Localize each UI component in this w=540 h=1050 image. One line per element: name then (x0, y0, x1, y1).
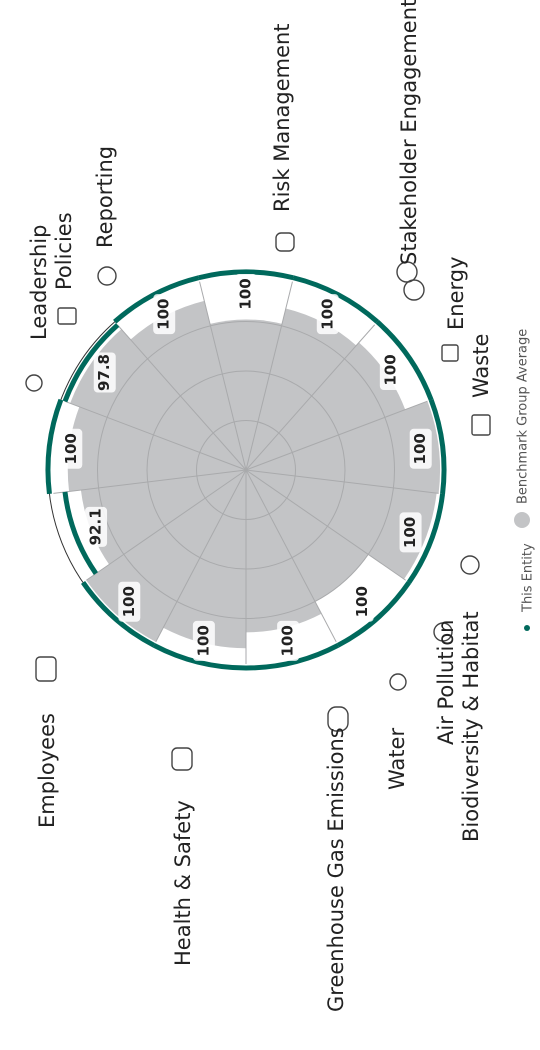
legend-swatch (524, 625, 530, 631)
benchmark-bar (246, 470, 322, 633)
value-label: 100 (155, 299, 173, 330)
entity-bar (152, 643, 247, 671)
icon (25, 374, 43, 392)
entity-bar (62, 491, 98, 576)
icon (403, 279, 425, 301)
benchmark-bar (246, 470, 437, 580)
plot (45, 269, 447, 671)
spoke (64, 400, 247, 471)
value-label: 97.8 (95, 354, 113, 391)
category-label: Risk Management (270, 23, 294, 212)
value-label-box (153, 294, 176, 335)
benchmark-bar (209, 319, 283, 470)
category-label: Biodiversity & Habitat (459, 611, 483, 842)
category-label: Leadership (27, 225, 51, 340)
value-label: 100 (279, 625, 297, 656)
benchmark-bar (163, 470, 246, 649)
entity-bar (198, 269, 294, 281)
spoke (245, 469, 337, 643)
value-label-box (93, 352, 116, 393)
entity-bar (292, 275, 379, 324)
spoke (86, 469, 247, 581)
benchmark-bar (246, 470, 369, 602)
value-label: 92.1 (87, 508, 105, 545)
benchmark-bar (246, 342, 406, 470)
legend-swatch (514, 512, 530, 528)
value-label-box (379, 350, 402, 391)
value-label-box (351, 581, 374, 622)
entity-bar (375, 319, 434, 401)
category-label: Reporting (93, 146, 117, 248)
value-label: 100 (237, 278, 255, 309)
value-label: 100 (411, 433, 429, 464)
value-label: 100 (381, 354, 399, 385)
value-label: 100 (62, 433, 80, 464)
category-label: Employees (35, 713, 59, 828)
value-label-box (118, 581, 141, 622)
category-label: Health & Safety (171, 800, 195, 966)
icon (275, 232, 295, 252)
entity-bar (113, 275, 200, 324)
category-label: Policies (52, 212, 76, 290)
category-label: Energy (444, 256, 468, 330)
spoke (245, 324, 376, 471)
entity-bar (428, 398, 447, 495)
value-label-box (409, 428, 432, 469)
benchmark-bar (246, 401, 441, 494)
category-label: Stakeholder Engagement (397, 0, 421, 265)
value-label-box (192, 620, 215, 661)
value-label-box (316, 294, 339, 335)
category-label: Air Pollution (434, 620, 458, 745)
value-label-box (399, 512, 422, 553)
value-label: 100 (401, 517, 419, 548)
value-label: 100 (353, 586, 371, 617)
icons (25, 232, 491, 771)
benchmark-bar (246, 308, 357, 470)
value-label: 100 (318, 299, 336, 330)
spoke (245, 469, 406, 581)
spoke (245, 469, 439, 494)
icon (57, 307, 77, 325)
icon (460, 555, 480, 575)
spoke (245, 400, 428, 471)
value-label-box (85, 506, 108, 547)
icon (35, 656, 57, 682)
icon (441, 344, 459, 362)
legend-label: Benchmark Group Average (516, 329, 531, 504)
legend-label: This Entity (521, 543, 536, 613)
category-label: Waste (469, 334, 493, 398)
value-label: 100 (194, 625, 212, 656)
value-label-box (235, 274, 257, 314)
icon (389, 673, 407, 691)
category-label: Water (385, 728, 409, 790)
value-label-box (60, 428, 83, 469)
spoke (116, 324, 247, 471)
icon (171, 747, 193, 771)
icon (471, 414, 491, 436)
benchmark-bar (67, 406, 246, 492)
entity-bar (45, 398, 64, 495)
entity-bar (245, 643, 340, 671)
entity-bar (80, 581, 156, 648)
icon (97, 266, 117, 286)
icon (327, 706, 349, 732)
spoke (245, 281, 293, 471)
value-label-box (277, 620, 300, 661)
spoke (155, 469, 247, 643)
benchmark-bar (80, 470, 246, 565)
spoke (53, 469, 247, 494)
category-label: Greenhouse Gas Emissions (324, 727, 348, 1012)
entity-bar (62, 323, 120, 403)
entity-bar (406, 493, 446, 584)
value-label: 100 (120, 586, 138, 617)
benchmark-bar (130, 300, 246, 470)
entity-bar (336, 581, 412, 648)
icon (433, 622, 453, 642)
spoke (199, 281, 247, 471)
